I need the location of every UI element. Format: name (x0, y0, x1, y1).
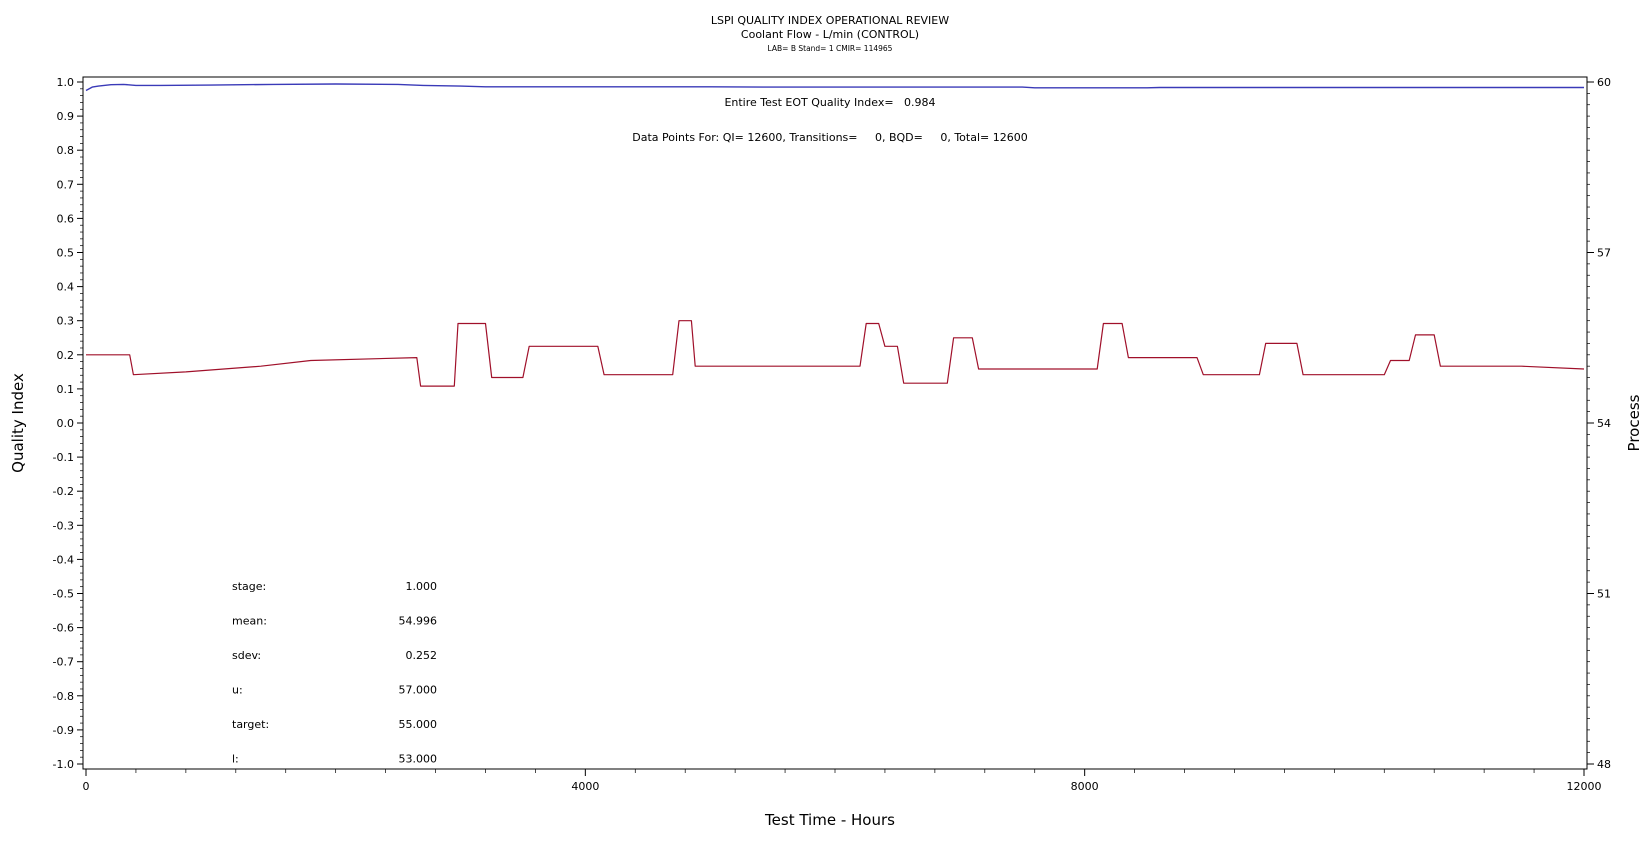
stat-label: mean: (232, 615, 267, 628)
data-points-annotation: Data Points For: QI= 12600, Transitions=… (632, 131, 1027, 144)
y2-tick-label: 48 (1597, 758, 1611, 771)
chart-title: LSPI QUALITY INDEX OPERATIONAL REVIEW (711, 14, 949, 27)
stat-value: 55.000 (399, 718, 438, 731)
stat-label: l: (232, 753, 239, 766)
x-axis: 0 4000 8000 12000 (83, 769, 1602, 793)
y-tick-label: 0.5 (57, 247, 75, 260)
y-tick-label: -0.7 (53, 656, 74, 669)
x-tick-label: 0 (83, 780, 90, 793)
stat-label: sdev: (232, 649, 261, 662)
y-tick-label: 0.9 (57, 110, 75, 123)
plot-frame (82, 76, 1588, 770)
x-tick-label: 8000 (1071, 780, 1099, 793)
y-tick-label: -0.2 (53, 485, 74, 498)
series-layer (85, 83, 1585, 387)
stat-label: stage: (232, 580, 266, 593)
stats-block: stage: 1.000 mean: 54.996 sdev: 0.252 u: 57.000… (232, 580, 437, 766)
y-tick-label: 1.0 (57, 76, 75, 89)
y-tick-label: 0.6 (57, 212, 75, 225)
y-tick-label: -0.6 (53, 622, 74, 635)
y2-tick-label: 51 (1597, 588, 1611, 601)
y-tick-label: 0.3 (57, 315, 75, 328)
stat-label: u: (232, 684, 243, 697)
y2-tick-label: 60 (1597, 76, 1611, 89)
y-tick-label: 0.2 (57, 349, 75, 362)
stat-value: 54.996 (399, 615, 438, 628)
y-tick-label: -0.3 (53, 519, 74, 532)
y2-tick-label: 57 (1597, 247, 1611, 260)
x-tick-label: 12000 (1567, 780, 1602, 793)
left-y-axis: -1.0 -0.9 -0.8 -0.7 -0.6 -0.5 -0.4 -0.3 -0.2 -0.1… (53, 76, 83, 771)
y-tick-label: 0.1 (57, 383, 75, 396)
chart-subtitle: Coolant Flow - L/min (CONTROL) (741, 28, 919, 41)
y2-axis-label: Process (1625, 394, 1643, 451)
stat-value: 0.252 (406, 649, 438, 662)
stat-value: 57.000 (399, 684, 438, 697)
y-tick-label: 0.8 (57, 144, 75, 157)
y-tick-label: -0.9 (53, 724, 74, 737)
y-tick-label: 0.7 (57, 178, 75, 191)
y-tick-label: -0.5 (53, 588, 74, 601)
quality-index-series-line (85, 83, 1584, 92)
y-tick-label: -1.0 (53, 758, 74, 771)
y-tick-label: -0.8 (53, 690, 74, 703)
y-tick-label: 0.0 (57, 417, 75, 430)
x-tick-label: 4000 (571, 780, 599, 793)
stat-value: 1.000 (406, 580, 438, 593)
y-tick-label: -0.4 (53, 553, 74, 566)
y-tick-label: -0.1 (53, 451, 74, 464)
y2-tick-label: 54 (1597, 417, 1611, 430)
y-axis-label: Quality Index (9, 373, 27, 473)
x-axis-label: Test Time - Hours (764, 811, 895, 829)
process-series-line (86, 320, 1585, 387)
y-tick-label: 0.4 (57, 281, 75, 294)
right-y-axis: 48 51 54 57 60 (1587, 76, 1611, 771)
eot-quality-index-annotation: Entire Test EOT Quality Index= 0.984 (724, 96, 935, 109)
stat-label: target: (232, 718, 269, 731)
stat-value: 53.000 (399, 753, 438, 766)
chart-subtitle-lab: LAB= B Stand= 1 CMIR= 114965 (768, 44, 893, 53)
